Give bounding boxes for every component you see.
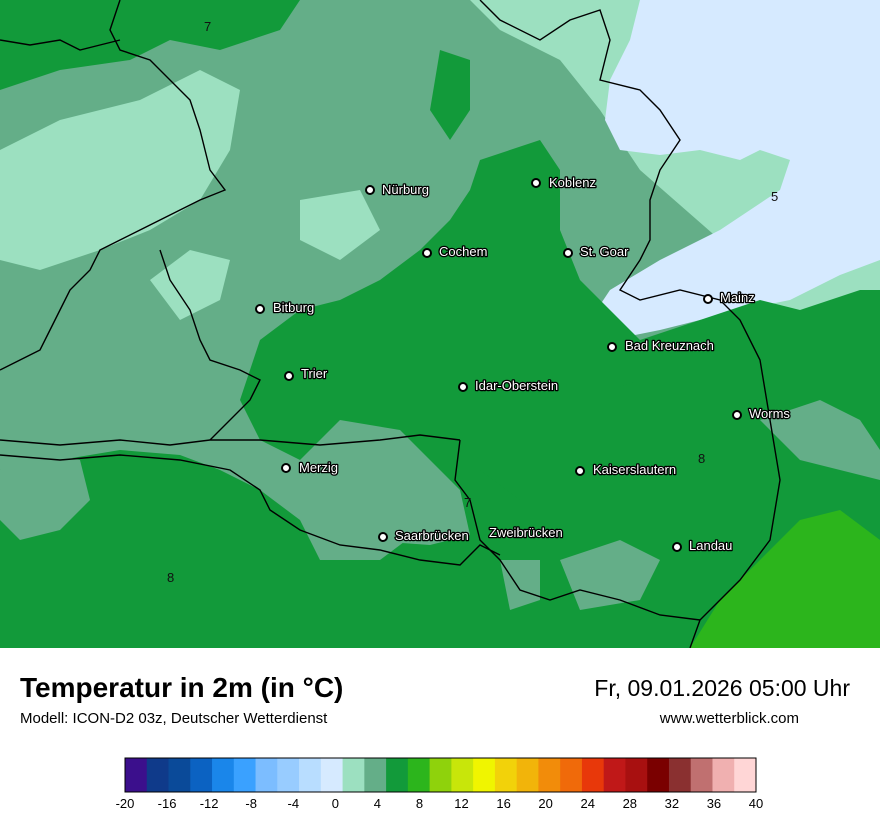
scale-tick-label: -4 [287,796,299,811]
city-dot [284,371,294,381]
city-label-koblenz: Koblenz [549,175,596,190]
scale-tick-label: 0 [332,796,339,811]
forecast-datetime: Fr, 09.01.2026 05:00 Uhr [594,675,850,701]
color-swatch [603,758,626,792]
color-swatch [560,758,583,792]
color-swatch [168,758,191,792]
color-swatch [473,758,496,792]
city-dot [531,178,541,188]
scale-tick-label: -12 [200,796,219,811]
city-label-trier: Trier [301,366,328,381]
city-label-worms: Worms [749,406,790,421]
scale-tick-label: 40 [749,796,763,811]
city-dot [732,410,742,420]
model-info: Modell: ICON-D2 03z, Deutscher Wetterdie… [20,710,328,727]
scale-tick-label: 4 [374,796,381,811]
color-swatch [690,758,713,792]
temperature-zone-mid [0,400,880,610]
map-title: Temperatur in 2m (in °C) [20,672,344,703]
color-swatch [125,758,148,792]
city-dot [672,542,682,552]
color-swatch [342,758,365,792]
scale-tick-label: 16 [496,796,510,811]
city-markers: Nürburg Koblenz Cochem St. Goar Bitburg … [255,174,792,554]
city-label-st-goar: St. Goar [580,244,629,259]
color-swatch [299,758,322,792]
city-label-cochem: Cochem [439,244,487,259]
city-dot [575,466,585,476]
city-label-idar-oberstein: Idar-Oberstein [475,378,558,393]
city-dot [563,248,573,258]
color-swatch [494,758,518,792]
city-dot [422,248,432,258]
color-swatch [625,758,648,792]
color-swatch [538,758,561,792]
map-footer: Temperatur in 2m (in °C) Modell: ICON-D2… [0,648,880,830]
city-label-kaiserslautern: Kaiserslautern [593,462,676,477]
city-dot [607,342,617,352]
color-swatch [734,758,757,792]
city-label-bad-kreuznach: Bad Kreuznach [625,338,714,353]
color-swatch [320,758,344,792]
color-swatch [668,758,692,792]
scale-tick-label: 24 [580,796,594,811]
scale-tick-label: -8 [245,796,257,811]
city-label-nuerburg: Nürburg [382,182,429,197]
temperature-zone-warm [690,510,880,648]
city-label-saarbruecken: Saarbrücken [395,528,469,543]
color-scale-labels: -20 -16 -12 -8 -4 0 4 8 12 16 20 24 28 32 36 40 [116,796,764,811]
city-dot [255,304,265,314]
city-dot [378,532,388,542]
color-swatch [647,758,670,792]
scale-tick-label: 20 [538,796,552,811]
color-swatch [233,758,257,792]
contour-label: 7 [204,19,211,34]
border-lines [0,0,781,648]
color-swatch [407,758,431,792]
color-swatch [516,758,539,792]
city-label-zweibruecken: Zweibrücken [489,525,563,540]
scale-tick-label: -16 [158,796,177,811]
contour-labels: 7 5 8 7 8 [167,19,778,585]
color-swatch [212,758,235,792]
color-swatch [581,758,605,792]
color-scale-swatches [124,757,757,793]
weather-map: 7 5 8 7 8 Nürburg Koblenz Cochem St. Goa… [0,0,880,648]
city-label-merzig: Merzig [299,460,338,475]
color-scale: -20 -16 -12 -8 -4 0 4 8 12 16 20 24 28 32 36 40 [0,754,880,824]
contour-label: 8 [698,451,705,466]
color-swatch [429,758,452,792]
scale-tick-label: -20 [116,796,135,811]
contour-label: 8 [167,570,174,585]
city-label-landau: Landau [689,538,732,553]
color-swatch [277,758,300,792]
color-scale-bar: -20 -16 -12 -8 -4 0 4 8 12 16 20 24 28 32 36 40 [116,757,764,811]
contour-label: 7 [464,495,471,510]
city-dot [458,382,468,392]
scale-tick-label: 36 [707,796,721,811]
city-dot [281,463,291,473]
website-link[interactable]: www.wetterblick.com [659,710,799,727]
color-swatch [451,758,474,792]
temperature-map-canvas: 7 5 8 7 8 Nürburg Koblenz Cochem St. Goa… [0,0,880,648]
color-swatch [255,758,278,792]
scale-tick-label: 32 [665,796,679,811]
color-swatch [190,758,213,792]
scale-tick-label: 8 [416,796,423,811]
city-label-mainz: Mainz [720,290,755,305]
temperature-zone-green [0,0,880,648]
city-label-bitburg: Bitburg [273,300,314,315]
color-scale-frame [124,757,757,793]
city-dot [365,185,375,195]
scale-tick-label: 28 [623,796,637,811]
scale-tick-label: 12 [454,796,468,811]
city-dot [703,294,713,304]
color-swatch [712,758,735,792]
temperature-zone-cold [590,0,880,340]
color-swatch [386,758,409,792]
color-swatch [364,758,387,792]
color-swatch [146,758,170,792]
contour-label: 5 [771,189,778,204]
